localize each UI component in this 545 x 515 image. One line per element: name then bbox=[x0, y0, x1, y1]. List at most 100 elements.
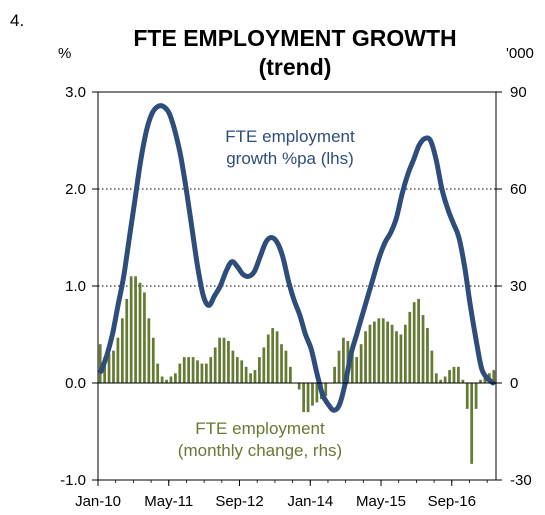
bar bbox=[386, 321, 390, 383]
bar bbox=[408, 311, 412, 383]
bar bbox=[129, 276, 133, 383]
bar bbox=[160, 376, 164, 383]
bar bbox=[249, 373, 252, 383]
x-tick-label: Jan-14 bbox=[287, 493, 333, 510]
x-tick-label: May-11 bbox=[144, 493, 193, 510]
bar bbox=[147, 318, 151, 383]
x-tick-label: Sep-12 bbox=[215, 493, 263, 510]
bar bbox=[266, 334, 270, 383]
bar bbox=[474, 383, 478, 409]
growth-line bbox=[98, 103, 496, 413]
bar bbox=[253, 370, 257, 383]
bar bbox=[125, 298, 129, 383]
bar bbox=[448, 370, 451, 383]
bar bbox=[333, 366, 336, 383]
bar-series-label-1: FTE employment bbox=[195, 419, 325, 438]
bar bbox=[209, 357, 213, 383]
bar bbox=[306, 383, 310, 413]
bar bbox=[337, 350, 341, 383]
bar bbox=[284, 350, 288, 383]
bar bbox=[227, 340, 230, 383]
bar bbox=[461, 379, 465, 383]
left-tick-label: -1.0 bbox=[60, 472, 86, 489]
bar bbox=[222, 337, 226, 383]
left-tick-label: 3.0 bbox=[65, 84, 86, 101]
right-tick-label: 90 bbox=[510, 84, 527, 101]
bar bbox=[381, 318, 385, 383]
bar bbox=[350, 350, 354, 383]
gridlines bbox=[98, 188, 496, 287]
bar bbox=[182, 357, 186, 383]
bar bbox=[244, 366, 248, 383]
bar bbox=[103, 357, 107, 383]
bar bbox=[258, 357, 261, 383]
bar bbox=[231, 350, 235, 383]
bar bbox=[479, 379, 482, 383]
x-tick-label: Jan-10 bbox=[75, 493, 121, 510]
bar bbox=[426, 328, 429, 383]
bar bbox=[443, 376, 447, 383]
bar bbox=[483, 376, 487, 383]
bar bbox=[373, 321, 376, 383]
bar bbox=[156, 363, 160, 383]
axes: 3.0 2.0 1.0 0.0 -1.0 90 60 30 0 -30 Jan-10 May-11 Se… bbox=[60, 84, 532, 510]
bar bbox=[204, 363, 208, 383]
bar bbox=[218, 337, 221, 383]
bar bbox=[395, 331, 398, 383]
bar bbox=[288, 366, 292, 383]
bar bbox=[315, 383, 319, 403]
line-series-growth bbox=[98, 103, 496, 413]
left-tick-label: 0.0 bbox=[65, 375, 86, 392]
bar bbox=[280, 344, 283, 383]
bar bbox=[430, 350, 434, 383]
right-tick-label: -30 bbox=[510, 472, 532, 489]
bar bbox=[240, 360, 244, 383]
bar bbox=[452, 366, 456, 383]
bar bbox=[275, 331, 279, 383]
bar bbox=[457, 366, 460, 383]
bar bbox=[143, 292, 146, 383]
bar bbox=[403, 324, 407, 383]
bar bbox=[399, 334, 403, 383]
bar bbox=[368, 324, 372, 383]
left-axis-unit: % bbox=[58, 45, 71, 62]
right-axis-unit: '000 bbox=[506, 45, 534, 62]
bar bbox=[235, 357, 239, 383]
bar bbox=[165, 379, 168, 383]
bar bbox=[377, 318, 381, 383]
x-tick-label: Sep-16 bbox=[428, 493, 476, 510]
line-series-label-2: growth %pa (lhs) bbox=[226, 149, 354, 168]
bar bbox=[355, 357, 359, 383]
bar bbox=[271, 328, 275, 383]
bar bbox=[390, 324, 394, 383]
bar bbox=[465, 383, 469, 409]
chart-title-line2: (trend) bbox=[259, 54, 332, 80]
bar bbox=[297, 383, 301, 390]
bar bbox=[412, 302, 416, 383]
bar bbox=[492, 370, 496, 383]
bar bbox=[134, 276, 137, 383]
left-tick-label: 2.0 bbox=[65, 181, 86, 198]
figure-number: 4. bbox=[10, 11, 24, 30]
line-series-label-1: FTE employment bbox=[225, 127, 355, 146]
right-tick-label: 60 bbox=[510, 181, 527, 198]
bar bbox=[174, 373, 177, 383]
bar bbox=[364, 331, 367, 383]
bar bbox=[200, 363, 204, 383]
bar bbox=[302, 383, 306, 413]
bar bbox=[359, 344, 363, 383]
bar bbox=[178, 363, 182, 383]
bar bbox=[138, 282, 142, 383]
bar bbox=[191, 357, 195, 383]
bar bbox=[417, 298, 420, 383]
bar bbox=[98, 344, 102, 383]
bar bbox=[196, 360, 199, 383]
bar bbox=[112, 350, 115, 383]
bar bbox=[439, 379, 443, 383]
bar bbox=[213, 347, 217, 383]
bar bbox=[324, 383, 328, 396]
bar bbox=[262, 347, 266, 383]
chart-title-line1: FTE EMPLOYMENT GROWTH bbox=[133, 25, 456, 51]
bar-series-monthly-change bbox=[98, 276, 496, 464]
right-tick-label: 30 bbox=[510, 278, 527, 295]
